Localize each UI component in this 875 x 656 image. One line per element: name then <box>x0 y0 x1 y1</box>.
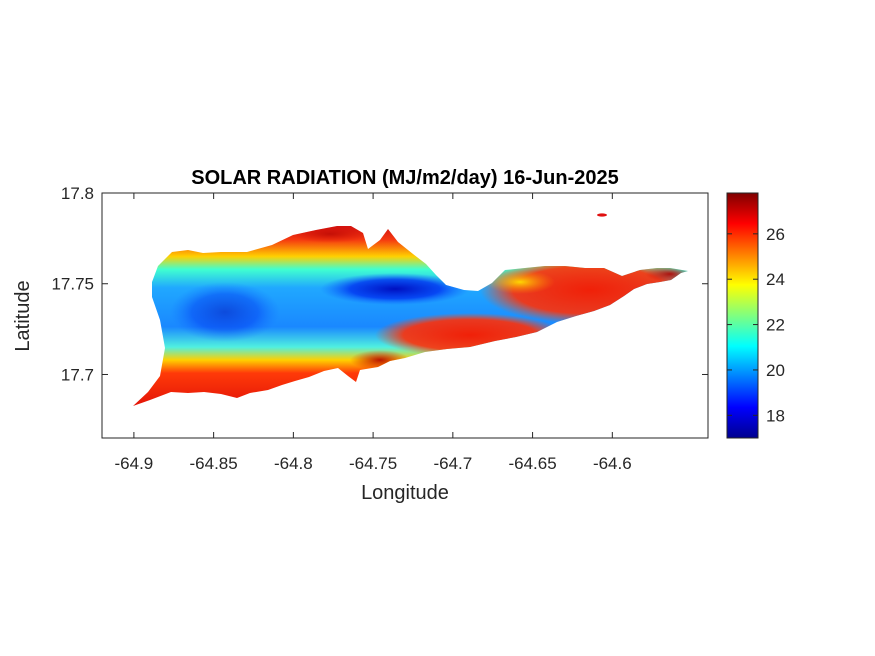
x-tick-label: -64.8 <box>274 454 313 473</box>
x-tick-label: -64.6 <box>593 454 632 473</box>
y-axis-ticks: 17.7 17.75 17.8 <box>51 184 708 384</box>
x-tick-label: -64.7 <box>433 454 472 473</box>
y-tick-label: 17.75 <box>51 275 94 294</box>
colorbar-ticks: 18 20 22 24 26 <box>727 225 785 425</box>
y-tick-label: 17.8 <box>61 184 94 203</box>
chart-title: SOLAR RADIATION (MJ/m2/day) 16-Jun-2025 <box>191 167 619 189</box>
colorbar-tick-label: 22 <box>766 316 785 335</box>
heatmap-islet <box>597 213 607 217</box>
x-tick-label: -64.65 <box>508 454 556 473</box>
colorbar <box>726 192 759 439</box>
x-axis-label: Longitude <box>361 482 449 504</box>
colorbar-tick-label: 26 <box>766 225 785 244</box>
x-tick-label: -64.9 <box>115 454 154 473</box>
x-tick-label: -64.75 <box>349 454 397 473</box>
colorbar-tick-label: 20 <box>766 361 785 380</box>
colorbar-tick-label: 24 <box>766 270 785 289</box>
y-axis-label: Latitude <box>12 280 34 351</box>
x-axis-ticks: -64.9 -64.85 -64.8 -64.75 -64.7 -64.65 -64.6 <box>115 193 632 473</box>
heatmap-blue-west <box>170 282 280 342</box>
y-tick-label: 17.7 <box>61 365 94 384</box>
heatmap-east-yellow <box>485 270 555 294</box>
heatmap-min-core <box>320 273 470 305</box>
x-tick-label: -64.85 <box>190 454 238 473</box>
colorbar-tick-label: 18 <box>766 406 785 425</box>
